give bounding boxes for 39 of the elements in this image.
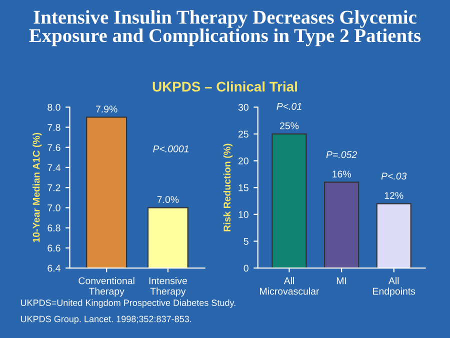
y-tick-label: 8.0 [48,104,60,111]
data-label: 7.9% [96,106,118,112]
x-tick-label: Conventional Therapy [78,277,134,297]
y-tick-label: 6.8 [48,224,60,232]
y-tick-label: 6.6 [48,244,60,252]
y-tick-label: 7.8 [48,124,60,131]
y-tick-label: 25 [238,130,248,138]
y-tick-label: 10 [238,211,248,218]
x-tick-label: All Endpoints [373,277,416,297]
data-label: 16% [332,170,351,178]
text: UKPDS=United Kingdom Prospective Diabetes Study. [20,299,236,308]
bar [272,133,307,268]
bar [376,203,412,268]
y-tick-label: 7.0 [48,204,60,212]
y-tick-label: 0 [244,264,248,272]
y-tick-label: 7.4 [48,164,60,171]
data-label: 25% [280,122,299,130]
y-tick-label: 7.6 [48,144,60,151]
annotation: P=.052 [326,151,357,158]
x-tick-label: Intensive Therapy [149,277,187,297]
y-tick-label: 5 [244,238,248,245]
x-tick-label: MI [336,277,346,284]
y-tick-label: 30 [238,104,248,111]
annotation: P<.01 [276,102,302,110]
y-tick-label: 15 [238,184,248,192]
y-axis-title: 10-Year Median A1C (%) [32,132,42,242]
annotation: P<.0001 [153,145,188,152]
y-tick-label: 7.2 [48,184,60,192]
data-label: 7.0% [157,196,179,203]
chart-subtitle: UKPDS – Clinical Trial [152,81,297,92]
y-axis-title: Risk Reduction (%) [223,144,232,232]
text: UKPDS Group. Lancet. 1998;352:837-853. [20,316,192,324]
annotation: P<.03 [381,172,407,180]
y-tick-label: 6.4 [48,264,60,272]
chart-title: Intensive Insulin Therapy Decreases Glycemic Exposure and Complications in Type 2 Patients [29,10,421,46]
x-tick-label: All Microvascular [260,277,320,295]
data-label: 12% [384,192,404,199]
bar [324,182,360,268]
y-tick-label: 20 [238,158,248,164]
